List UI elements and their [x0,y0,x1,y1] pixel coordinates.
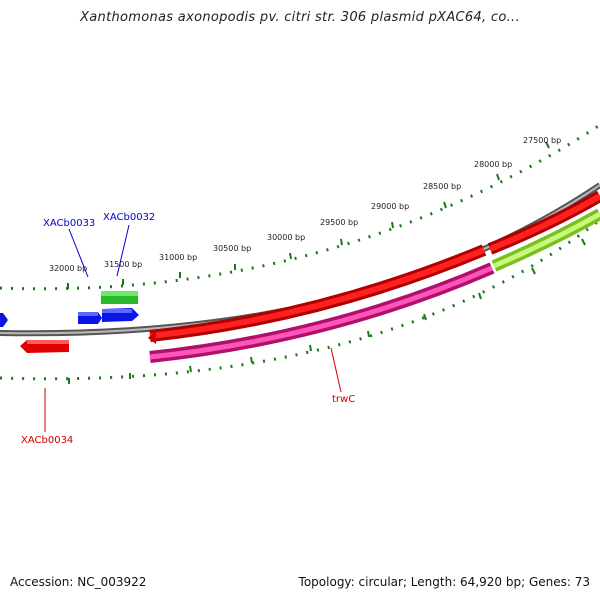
leader-xacb0032 [116,224,130,277]
gene-label-xacb0034[interactable]: XACb0034 [21,435,73,446]
tick-label-27500: 27500 bp [523,136,561,145]
gene-arrow-blue-xacb0033-highlight [78,312,98,316]
tick-label-29000: 29000 bp [371,202,409,211]
gene-arrow-red-long-highlight [149,247,486,339]
tick-label-32000: 32000 bp [49,264,87,273]
gene-arrow-lime-highlight [493,211,600,269]
tick-label-28500: 28500 bp [423,182,461,191]
topology-label: Topology: circular; Length: 64,920 bp; G… [298,575,590,589]
tick-label-31500: 31500 bp [104,260,142,269]
gene-arrow-red-long-head [148,330,156,344]
tick-label-28000: 28000 bp [474,160,512,169]
gene-arrow-green-highlight [101,291,138,296]
accession-label: Accession: NC_003922 [10,575,147,589]
gene-label-trwc[interactable]: trwC [332,394,355,405]
gene-label-xacb0032[interactable]: XACb0032 [103,212,155,223]
inner-major-ticks [68,238,586,384]
gene-arrow-red-xacb0034-highlight [27,340,69,344]
gene-arrow-trwc[interactable] [149,262,495,363]
gene-arrow-trwc-highlight [149,265,493,360]
leader-xacb0033 [68,228,89,278]
tick-label-30500: 30500 bp [213,244,251,253]
gene-arrow-red-right-highlight [488,193,600,252]
tick-label-30000: 30000 bp [267,233,305,242]
tick-label-31000: 31000 bp [159,253,197,262]
map-title: Xanthomonas axonopodis pv. citri str. 30… [80,10,520,25]
gene-label-xacb0033[interactable]: XACb0033 [43,218,95,229]
gene-arrow-blue-xacb0032-highlight [102,309,132,313]
leader-trwc [330,347,342,393]
outer-major-ticks [67,141,550,289]
inner-tick-ring [0,218,600,381]
tick-label-29500: 29500 bp [320,218,358,227]
gene-arrow-blue-left[interactable] [0,313,8,327]
